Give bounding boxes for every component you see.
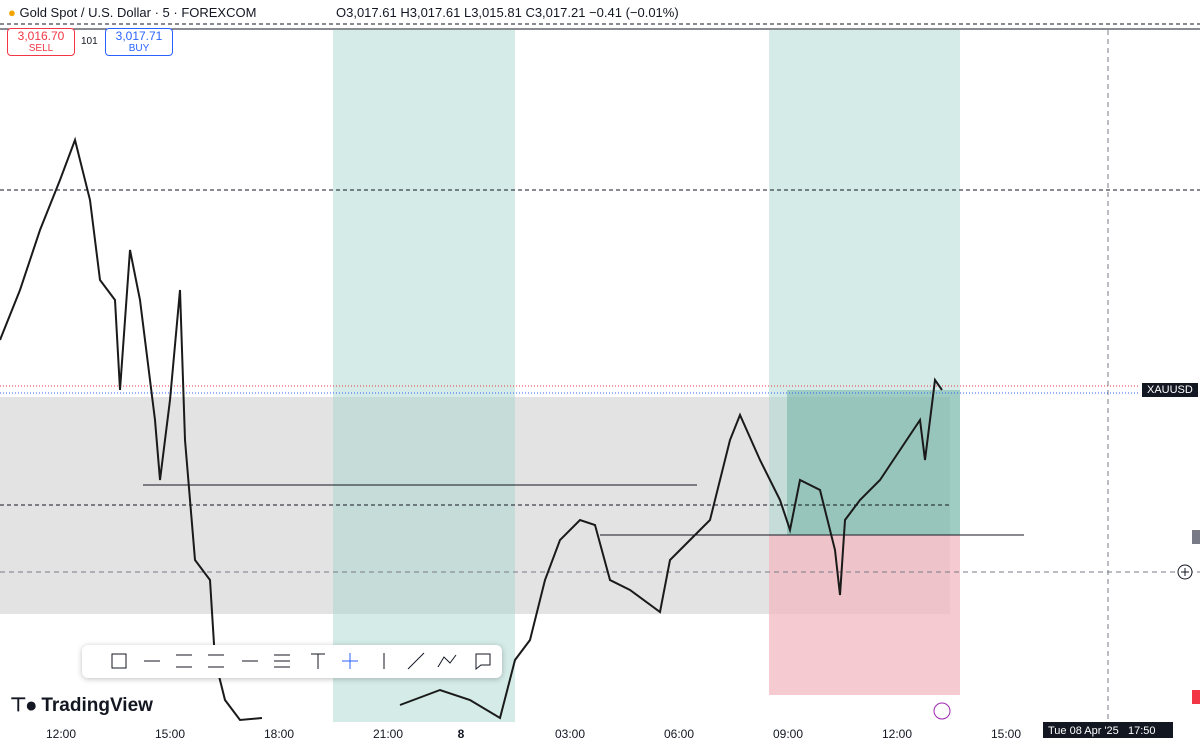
time-tick-label: 8 xyxy=(457,727,465,741)
sell-label: SELL xyxy=(28,43,54,54)
price-path xyxy=(0,136,263,722)
crosshair-time-bg xyxy=(1043,722,1173,738)
toolbar-icons xyxy=(111,652,491,671)
symbol: Gold Spot / U.S. Dollar · 5 · FOREXCOM xyxy=(19,5,257,20)
marker xyxy=(1192,690,1200,704)
brand-name: TradingView xyxy=(41,695,153,716)
time-tick-label: 12:00 xyxy=(45,727,77,741)
drawing-toolbar xyxy=(82,645,502,678)
tool-rectangle[interactable] xyxy=(111,653,127,669)
time-tick-label: 18:00 xyxy=(263,727,295,741)
time-tick-label: 06:00 xyxy=(663,727,695,741)
high: H3,017.61 xyxy=(400,5,461,20)
icon: ● xyxy=(8,5,16,20)
crosshair-time: Tue 08 Apr '25 17:50 xyxy=(1048,725,1156,737)
time-tick-label: 09:00 xyxy=(772,727,804,741)
event-icon[interactable] xyxy=(933,702,951,720)
sell-button[interactable]: 3,016.70 SELL xyxy=(7,28,75,56)
spread: 101 xyxy=(81,36,98,47)
open: O3,017.61 xyxy=(336,5,397,20)
logo: ⊤⦁ xyxy=(10,695,42,716)
time-tick-label: 15:00 xyxy=(154,727,186,741)
symbol-title[interactable]: ● Gold Spot / U.S. Dollar · 5 · FOREXCOM xyxy=(8,5,256,20)
tool-trendline[interactable] xyxy=(407,652,425,670)
tool-path[interactable] xyxy=(437,654,457,668)
time-tick-label: 12:00 xyxy=(881,727,913,741)
time-tick-label: 21:00 xyxy=(372,727,404,741)
time-tick-label: 15:00 xyxy=(990,727,1022,741)
profit-zone xyxy=(769,30,960,535)
ohlc: O3,017.61 H3,017.61 L3,015.81 C3,017.21 … xyxy=(336,5,679,20)
tool-text[interactable] xyxy=(311,653,325,669)
low: L3,015.81 xyxy=(463,5,522,20)
stop-zone xyxy=(769,535,960,695)
price-path xyxy=(399,377,943,720)
buy-button[interactable]: 3,017.71 BUY xyxy=(105,28,173,56)
buy-price: 3,017.71 xyxy=(115,29,163,43)
range-highlight xyxy=(333,30,515,722)
buy-label: BUY xyxy=(128,43,150,54)
sell-price: 3,016.70 xyxy=(17,29,65,43)
marker xyxy=(1192,530,1200,544)
profit-zone-active xyxy=(787,390,960,535)
brand: ⊤⦁ TradingView xyxy=(10,694,153,717)
tool-crosshair[interactable] xyxy=(342,653,358,669)
symbol-price-label: XAUUSD xyxy=(1142,383,1198,397)
close: C3,017.21 xyxy=(525,5,586,20)
time-tick-label: 03:00 xyxy=(554,727,586,741)
change: −0.41 (−0.01%) xyxy=(589,5,679,20)
tool-note[interactable] xyxy=(475,653,491,671)
